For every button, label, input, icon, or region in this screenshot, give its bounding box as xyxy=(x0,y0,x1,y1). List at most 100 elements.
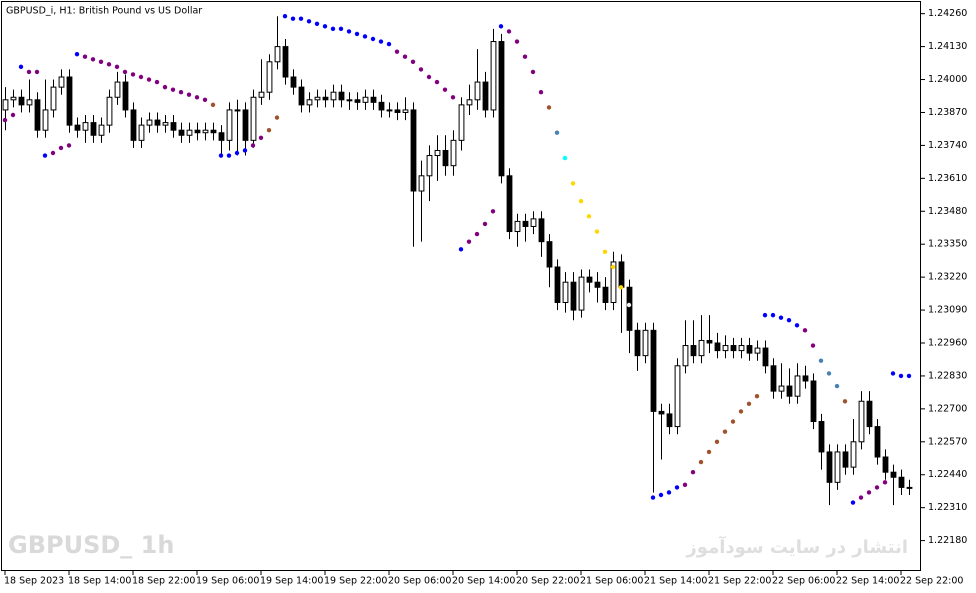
sar-dot xyxy=(578,198,584,204)
sar-dot xyxy=(426,74,432,80)
candle-body xyxy=(74,124,81,131)
sar-dot xyxy=(594,229,600,234)
candle-body xyxy=(274,46,281,63)
sar-dot xyxy=(610,264,616,270)
candle-body xyxy=(210,129,217,134)
candle-body xyxy=(618,261,625,288)
candle-body xyxy=(50,86,57,111)
candle-body xyxy=(354,99,361,103)
sar-dot xyxy=(202,97,208,103)
candle-body xyxy=(546,241,553,268)
sar-dot xyxy=(250,143,256,148)
sar-dot xyxy=(2,117,8,123)
candle-body xyxy=(282,46,289,78)
candle-body xyxy=(106,96,113,126)
sar-dot xyxy=(538,90,544,95)
candle-body xyxy=(858,400,865,443)
sar-dot xyxy=(586,214,592,219)
sar-dot xyxy=(98,59,104,64)
sar-dot xyxy=(530,69,536,75)
sar-dot xyxy=(842,399,848,404)
sar-dot xyxy=(618,285,624,290)
sar-dot xyxy=(466,239,472,244)
sar-dot xyxy=(522,54,528,59)
sar-dot xyxy=(298,16,304,21)
candle-body xyxy=(146,119,153,126)
sar-dot xyxy=(114,64,120,70)
candle-body xyxy=(138,124,145,141)
candle-body xyxy=(306,99,313,106)
candle-body xyxy=(594,281,601,288)
sar-dot xyxy=(650,495,656,500)
candle-body xyxy=(666,413,673,428)
y-tick-label: 1.23610 xyxy=(928,173,967,184)
candle-body xyxy=(154,119,161,126)
sar-dot xyxy=(322,24,328,29)
x-tick-label: 22 Sep 06:00 xyxy=(772,576,835,587)
candle-body xyxy=(778,385,785,392)
sar-dot xyxy=(82,54,88,59)
sar-dot xyxy=(674,485,680,490)
y-tick-label: 1.22180 xyxy=(928,535,967,546)
candle-body xyxy=(898,476,905,488)
candle-body xyxy=(314,96,321,101)
sar-dot xyxy=(546,105,552,110)
candle-body xyxy=(498,41,505,177)
sar-dot xyxy=(34,69,40,75)
y-tick-label: 1.22700 xyxy=(928,403,967,414)
candle-body xyxy=(130,109,137,141)
y-tick-label: 1.23740 xyxy=(928,140,967,151)
candle-body xyxy=(482,81,489,111)
candle-body xyxy=(514,220,521,233)
candle-body xyxy=(162,122,169,126)
candle-body xyxy=(26,99,33,106)
sar-dot xyxy=(874,485,880,490)
x-tick-label: 18 Sep 2023 xyxy=(4,576,64,587)
watermark: GBPUSD_ 1h xyxy=(8,531,174,559)
sar-dot xyxy=(906,373,912,379)
sar-dot xyxy=(658,492,664,498)
candle-body xyxy=(98,124,105,136)
caption: انتشار در سایت سودآموز xyxy=(685,535,908,558)
sar-dot xyxy=(514,39,520,44)
sar-dot xyxy=(370,36,376,42)
sar-dot xyxy=(290,16,296,21)
sar-dot xyxy=(858,495,864,500)
candle-body xyxy=(338,91,345,101)
sar-dot xyxy=(778,315,784,320)
candle-body xyxy=(18,96,25,106)
candle-body xyxy=(258,91,265,98)
candle-body xyxy=(410,109,417,192)
sar-dot xyxy=(210,102,216,108)
candle-body xyxy=(586,276,593,283)
candle-body xyxy=(426,155,433,177)
candle-body xyxy=(194,129,201,134)
candle-body xyxy=(266,61,273,93)
sar-dot xyxy=(826,371,832,376)
candle-body xyxy=(754,347,761,354)
sar-dot xyxy=(722,429,728,434)
sar-dot xyxy=(226,153,232,158)
candle-body xyxy=(178,129,185,136)
candle-body xyxy=(626,286,633,331)
sar-dot xyxy=(682,482,688,488)
sar-dot xyxy=(10,112,16,118)
candle-body xyxy=(642,329,649,357)
sar-dot xyxy=(666,490,672,495)
candle-body xyxy=(10,96,17,101)
sar-dot xyxy=(330,26,336,32)
sar-dot xyxy=(754,394,760,399)
candle-body xyxy=(362,96,369,103)
candle-body xyxy=(706,339,713,344)
candle-body xyxy=(658,410,665,415)
sar-dot xyxy=(410,59,416,64)
candle-body xyxy=(458,104,465,141)
candle-body xyxy=(34,99,41,131)
candle-body xyxy=(506,175,513,233)
candle-body xyxy=(682,345,689,367)
candle-body xyxy=(834,451,841,483)
sar-dot xyxy=(234,150,240,156)
x-tick-label: 19 Sep 06:00 xyxy=(196,576,259,587)
sar-dot xyxy=(274,115,280,120)
sar-dot xyxy=(282,14,288,19)
